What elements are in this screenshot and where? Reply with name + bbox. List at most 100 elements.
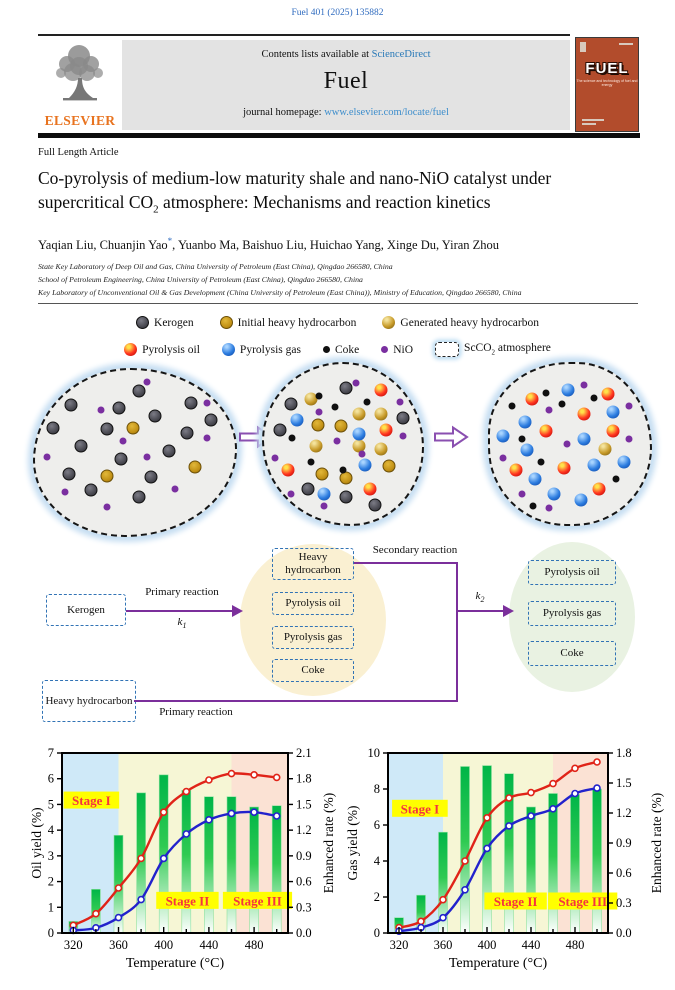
svg-text:Stage I: Stage I [401, 801, 440, 816]
dot-g1 [334, 419, 348, 433]
legend-n-icon [381, 346, 389, 353]
secondary-line-h [354, 562, 458, 565]
dot-g1 [311, 418, 325, 432]
secondary-line-v [456, 562, 459, 702]
journal-cover-thumbnail: FUEL The science and technology of fuel … [575, 37, 639, 132]
dot-k [144, 470, 158, 484]
svg-text:Stage II: Stage II [166, 893, 210, 908]
dot-o [363, 482, 377, 496]
elsevier-tree-icon [56, 45, 103, 101]
svg-text:2: 2 [48, 875, 54, 889]
svg-text:0.6: 0.6 [616, 866, 632, 880]
cover-logo-mark [580, 42, 586, 52]
svg-text:2.1: 2.1 [296, 746, 312, 760]
legend-label: NiO [393, 343, 414, 356]
dot-c [288, 434, 296, 442]
dot-k [46, 421, 60, 435]
dot-b [574, 493, 588, 507]
dot-n [43, 453, 51, 461]
legend-item: NiO [381, 344, 413, 356]
dot-n [545, 504, 553, 512]
shale-blob-intermediate [262, 362, 424, 526]
legend-c-icon [322, 346, 330, 353]
svg-text:1.2: 1.2 [296, 823, 312, 837]
svg-text:440: 440 [200, 938, 219, 952]
svg-text:Gas yield (%): Gas yield (%) [345, 806, 360, 881]
dot-n [97, 406, 105, 414]
top-rule [38, 34, 570, 36]
primary-reaction-label-bottom: Primary reaction [159, 706, 233, 718]
journal-homepage-link[interactable]: www.elsevier.com/locate/fuel [324, 107, 449, 118]
legend-label: Kerogen [154, 316, 194, 329]
svg-text:1.2: 1.2 [616, 806, 632, 820]
legend-item: Kerogen [136, 316, 194, 329]
legend-item: Generated heavy hydrocarbon [382, 316, 539, 329]
legend-item: Coke [322, 344, 359, 356]
elsevier-wordmark: ELSEVIER [44, 113, 116, 128]
dot-n [119, 437, 127, 445]
corresponding-author-mark[interactable]: * [167, 236, 173, 246]
dot-c [529, 502, 537, 510]
dot-g2 [374, 407, 388, 421]
dot-c [315, 392, 323, 400]
svg-text:6: 6 [48, 772, 54, 786]
dot-k [112, 401, 126, 415]
dot-k [84, 483, 98, 497]
svg-text:Stage III: Stage III [233, 893, 282, 908]
author-list: Yaqian Liu, Chuanjin Yao*, Yuanbo Ma, Ba… [38, 236, 500, 253]
dot-c [363, 398, 371, 406]
legend-label: Pyrolysis gas [239, 343, 301, 356]
dot-g2 [374, 442, 388, 456]
dot-n [271, 454, 279, 462]
article-title: Co-pyrolysis of medium-low maturity shal… [38, 168, 552, 216]
gas-yield-figure: Stage I Stage II Stage III 320 360 400 440 480 0… [345, 745, 675, 990]
dot-o [606, 424, 620, 438]
svg-text:4: 4 [48, 823, 55, 837]
svg-text:400: 400 [478, 938, 497, 952]
svg-text:6: 6 [374, 818, 380, 832]
cover-footer-mark [582, 119, 604, 121]
primary-arrowhead-icon [232, 605, 243, 617]
dot-k [180, 426, 194, 440]
dot-c [307, 458, 315, 466]
legend-item: ScCO2 atmosphere [435, 342, 551, 357]
dot-o [374, 383, 388, 397]
dot-n [518, 490, 526, 498]
svg-text:Temperature (°C): Temperature (°C) [126, 956, 225, 971]
affiliation-line: School of Petroleum Engineering, China U… [38, 275, 363, 284]
dot-c [590, 394, 598, 402]
dot-b [518, 415, 532, 429]
affiliation-list: State Key Laboratory of Deep Oil and Gas… [38, 260, 648, 299]
dot-k [64, 398, 78, 412]
svg-text:1.5: 1.5 [616, 776, 632, 790]
svg-text:Stage III: Stage III [558, 894, 607, 909]
svg-text:3: 3 [48, 849, 54, 863]
dot-b [617, 455, 631, 469]
cover-tagline: The science and technology of fuel and e… [576, 79, 638, 87]
dot-b [317, 487, 331, 501]
cover-footer-mark2 [582, 123, 596, 125]
sciencedirect-link[interactable]: ScienceDirect [371, 49, 431, 60]
legend-row-2: Pyrolysis oil Pyrolysis gas Coke NiO ScCO2 a… [0, 342, 675, 357]
dot-g2 [352, 407, 366, 421]
author-name: Yuanbo Ma [177, 238, 236, 253]
svg-text:0.9: 0.9 [616, 836, 632, 850]
secondary-product-box: Pyrolysis oil [528, 560, 616, 585]
dot-c [339, 466, 347, 474]
legend-item: Initial heavy hydrocarbon [219, 316, 357, 329]
dot-b [577, 432, 591, 446]
dot-c [331, 403, 339, 411]
reaction-scheme: Kerogen Primary reaction k1 Heavy hydroc… [0, 540, 675, 740]
dot-g1 [339, 471, 353, 485]
legend-label: Initial heavy hydrocarbon [237, 316, 357, 329]
dot-k [148, 409, 162, 423]
svg-text:0.3: 0.3 [296, 900, 312, 914]
svg-text:0.6: 0.6 [296, 875, 312, 889]
svg-text:1.5: 1.5 [296, 797, 312, 811]
author-name: Baishuo Liu [242, 238, 304, 253]
svg-text:Temperature (°C): Temperature (°C) [449, 956, 548, 971]
svg-text:0: 0 [374, 926, 380, 940]
article-type-label: Full Length Article [38, 147, 119, 158]
dot-b [606, 405, 620, 419]
oil-yield-figure: Stage I Stage II Stage III 320 360 400 440 480 0… [29, 745, 345, 990]
